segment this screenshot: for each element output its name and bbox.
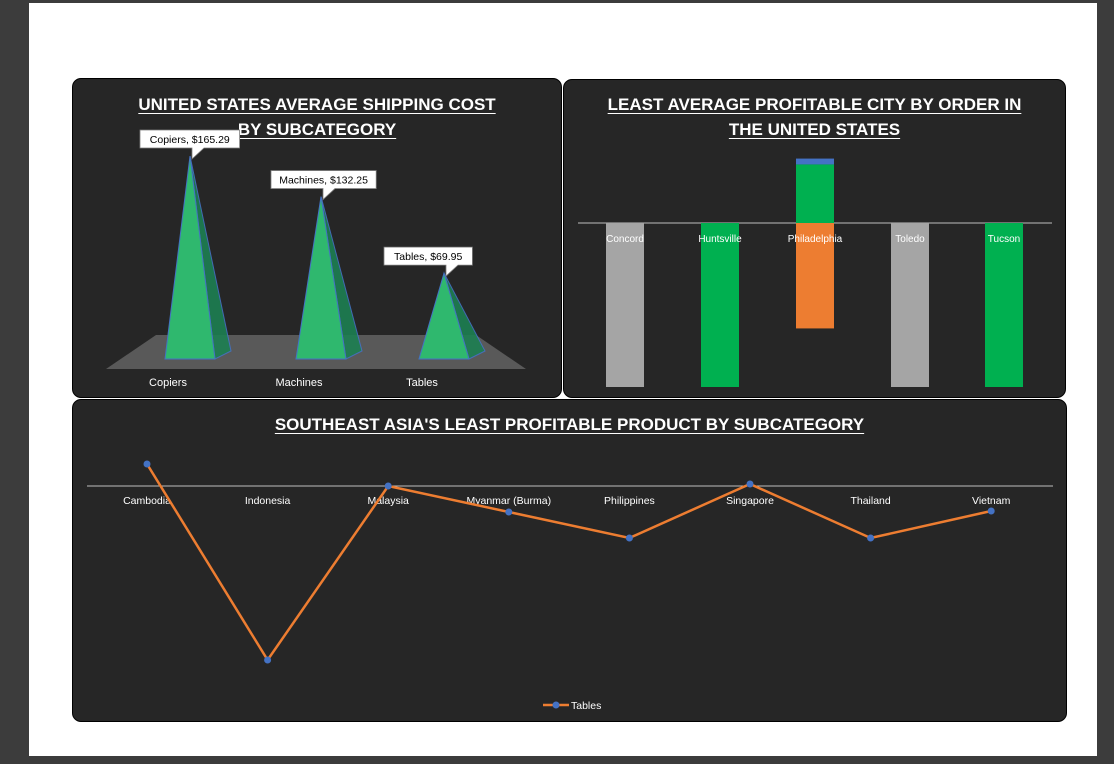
pyramid-machines (295, 196, 347, 360)
shipping-chart-plot: Copiers, $165.29 Copiers Machines, $132.25… (106, 129, 526, 389)
x-tick-malaysia: Malaysia (367, 495, 409, 507)
x-tick-huntsville: Huntsville (698, 234, 742, 245)
bar-philadelphia-positive-1 (796, 158, 834, 165)
x-tick-tables: Tables (406, 377, 438, 389)
city-chart-plot: Concord Huntsville Philadelphia Toledo Tucso… (578, 158, 1052, 387)
pyramid-tables (418, 271, 470, 360)
x-tick-tucson: Tucson (988, 234, 1020, 245)
x-tick-toledo: Toledo (895, 234, 925, 245)
x-tick-thailand: Thailand (850, 495, 890, 507)
city-title-line1: LEAST AVERAGE PROFITABLE CITY BY ORDER I… (607, 95, 1022, 114)
x-tick-copiers: Copiers (149, 377, 187, 389)
bar-huntsville-negative (701, 223, 739, 387)
sea-chart-title: SOUTHEAST ASIA'S LEAST PROFITABLE PRODUC… (274, 415, 865, 434)
point-cambodia (143, 460, 151, 468)
bar-tucson-negative (985, 223, 1023, 387)
series-line-tables (145, 463, 992, 663)
x-tick-machines: Machines (275, 377, 323, 389)
point-myanmar-burma (505, 508, 513, 516)
pyramid-copiers (164, 155, 216, 360)
city-title-line2: THE UNITED STATES (728, 120, 901, 139)
shipping-title-line2: BY SUBCATEGORY (237, 120, 397, 139)
sea-chart-plot: Cambodia Indonesia Malaysia Myanmar (Burma)… (87, 460, 1053, 712)
legend-marker-tables (552, 701, 560, 709)
data-label-box-machines (270, 170, 377, 201)
shipping-cost-chart-panel[interactable]: UNITED STATES AVERAGE SHIPPING COST BY S… (72, 78, 562, 398)
point-vietnam (987, 507, 995, 515)
legend-label-tables: Tables (571, 700, 601, 712)
point-malaysia (384, 482, 392, 490)
bar-philadelphia-positive-0 (796, 164, 834, 223)
x-tick-philadelphia: Philadelphia (788, 234, 843, 245)
shipping-chart-title: UNITED STATES AVERAGE SHIPPING COST BY S… (73, 92, 561, 142)
point-philippines (625, 534, 633, 542)
x-tick-cambodia: Cambodia (123, 495, 171, 507)
bar-toledo-negative (891, 223, 929, 387)
page: UNITED STATES AVERAGE SHIPPING COST BY S… (29, 3, 1097, 756)
point-singapore (746, 480, 754, 488)
data-label-machines: Machines, $132.25 (279, 175, 368, 187)
x-tick-concord: Concord (606, 234, 644, 245)
sea-profit-chart-panel[interactable]: SOUTHEAST ASIA'S LEAST PROFITABLE PRODUC… (72, 399, 1067, 722)
x-tick-myanmar-burma: Myanmar (Burma) (466, 495, 551, 507)
shipping-title-line1: UNITED STATES AVERAGE SHIPPING COST (138, 95, 496, 114)
data-label-tables: Tables, $69.95 (394, 251, 462, 263)
data-label-box-tables (383, 246, 473, 278)
bar-concord-negative (606, 223, 644, 387)
data-label-copiers: Copiers, $165.29 (150, 134, 230, 146)
point-thailand (867, 534, 875, 542)
data-label-box-copiers (139, 129, 241, 160)
city-chart-title: LEAST AVERAGE PROFITABLE CITY BY ORDER I… (564, 92, 1065, 142)
x-tick-singapore: Singapore (726, 495, 774, 507)
x-tick-indonesia: Indonesia (245, 495, 291, 507)
x-tick-vietnam: Vietnam (972, 495, 1011, 507)
point-indonesia (264, 656, 272, 664)
x-tick-philippines: Philippines (604, 495, 655, 507)
bar-philadelphia-negative (796, 223, 834, 329)
city-profit-chart-panel[interactable]: LEAST AVERAGE PROFITABLE CITY BY ORDER I… (563, 79, 1066, 398)
